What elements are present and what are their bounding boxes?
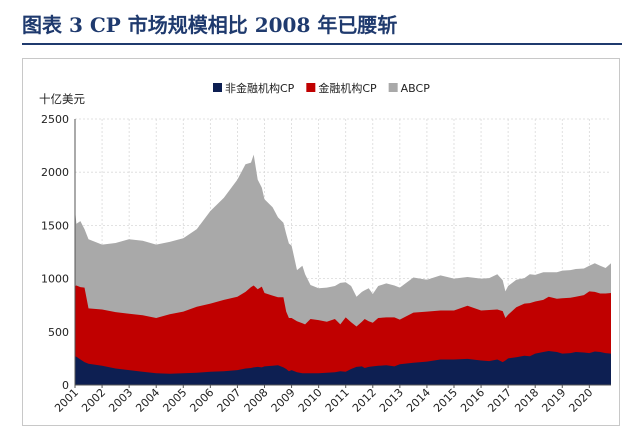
legend-label: 金融机构CP (318, 81, 377, 95)
x-tick-label: 2017 (485, 386, 514, 415)
y-tick-label: 1000 (41, 273, 69, 286)
x-tick-label: 2012 (350, 386, 379, 415)
x-tick-label: 2008 (242, 386, 271, 415)
legend-swatch (213, 83, 222, 92)
x-tick-labels: 2001200220032004200520062007200820092010… (52, 386, 595, 415)
x-tick-label: 2004 (133, 386, 162, 415)
y-tick-label: 0 (62, 379, 69, 392)
x-tick-label: 2018 (512, 386, 541, 415)
x-tick-label: 2016 (458, 386, 487, 415)
x-tick-label: 2001 (52, 386, 81, 415)
y-tick-label: 1500 (41, 219, 69, 232)
title-underline (22, 43, 622, 45)
x-tick-label: 2005 (160, 386, 189, 415)
x-tick-label: 2014 (404, 386, 433, 415)
figure-title: 图表 3 CP 市场规模相比 2008 年已腰斩 (22, 13, 398, 37)
x-tick-label: 2007 (215, 386, 244, 415)
x-tick-label: 2015 (431, 386, 460, 415)
x-tick-label: 2002 (79, 386, 108, 415)
legend-swatch (388, 83, 398, 92)
x-tick-label: 2019 (539, 386, 568, 415)
y-tick-label: 2500 (41, 113, 69, 126)
figure-header: 图表 3 CP 市场规模相比 2008 年已腰斩 (0, 0, 631, 46)
x-tick-label: 2010 (296, 386, 325, 415)
legend-swatch (306, 83, 316, 92)
legend-label: ABCP (401, 82, 431, 95)
y-tick-labels: 0 500 1000 1500 2000 2500 (41, 113, 69, 392)
y-tick-label: 500 (48, 326, 69, 339)
x-tick-label: 2013 (377, 386, 406, 415)
y-axis-unit-label: 十亿美元 (39, 92, 85, 106)
legend-label: 非金融机构CP (225, 81, 295, 95)
x-tick-label: 2009 (269, 386, 298, 415)
chart-panel: 0 500 1000 1500 2000 2500 2001 2002 2003 2004 200… (22, 58, 620, 426)
x-tick-label: 2011 (323, 386, 352, 415)
area-series-non-financial-cp (75, 351, 611, 385)
axes (74, 119, 611, 388)
area-series (75, 154, 611, 385)
x-tick-label: 2006 (187, 386, 216, 415)
x-tick-label: 2020 (566, 386, 595, 415)
x-tick-label: 2003 (106, 386, 135, 415)
y-tick-label: 2000 (41, 166, 69, 179)
legend: 非金融机构CP 金融机构CP ABCP (213, 81, 430, 95)
